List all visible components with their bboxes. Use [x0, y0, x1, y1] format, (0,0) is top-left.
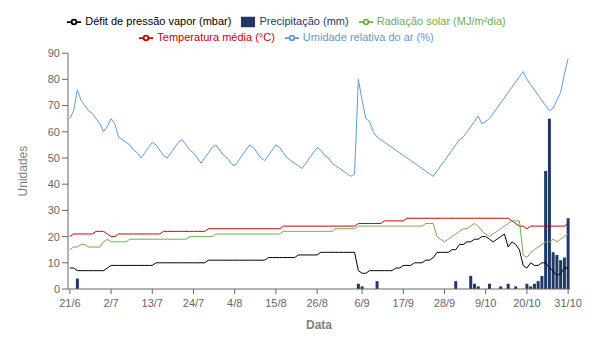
svg-text:24/7: 24/7 — [183, 297, 204, 309]
svg-text:50: 50 — [48, 152, 60, 164]
svg-text:60: 60 — [48, 126, 60, 138]
svg-text:15/8: 15/8 — [265, 297, 286, 309]
svg-text:31/10: 31/10 — [554, 297, 582, 309]
svg-text:17/9: 17/9 — [393, 297, 414, 309]
svg-text:28/9: 28/9 — [434, 297, 455, 309]
svg-text:Data: Data — [306, 318, 332, 332]
svg-text:9/10: 9/10 — [475, 297, 496, 309]
svg-text:0: 0 — [54, 283, 60, 295]
html-text:Défit de pressão vapor (mbar): Défit de pressão vapor (mbar) — [85, 15, 232, 27]
svg-text:70: 70 — [48, 99, 60, 111]
svg-text:30: 30 — [48, 204, 60, 216]
svg-text:80: 80 — [48, 73, 60, 85]
svg-text:21/6: 21/6 — [59, 297, 80, 309]
html-text:Umidade relativa do ar (%): Umidade relativa do ar (%) — [302, 31, 434, 44]
svg-text:40: 40 — [48, 178, 60, 190]
html-text:Temperatura média (°C): Temperatura média (°C) — [157, 31, 275, 44]
svg-text:20/10: 20/10 — [513, 297, 541, 309]
svg-text:20: 20 — [48, 231, 60, 243]
svg-text:13/7: 13/7 — [142, 297, 163, 309]
svg-text:26/8: 26/8 — [306, 297, 327, 309]
svg-text:10: 10 — [48, 257, 60, 269]
html-text:Precipitação (mm): Precipitação (mm) — [259, 15, 349, 27]
svg-text:2/7: 2/7 — [103, 297, 118, 309]
svg-text:4/8: 4/8 — [227, 297, 242, 309]
html-text:Radiação solar (MJ/m²dia): Radiação solar (MJ/m²dia) — [376, 15, 506, 27]
svg-text:Unidades: Unidades — [16, 146, 30, 197]
svg-text:90: 90 — [48, 47, 60, 59]
svg-text:6/9: 6/9 — [354, 297, 369, 309]
